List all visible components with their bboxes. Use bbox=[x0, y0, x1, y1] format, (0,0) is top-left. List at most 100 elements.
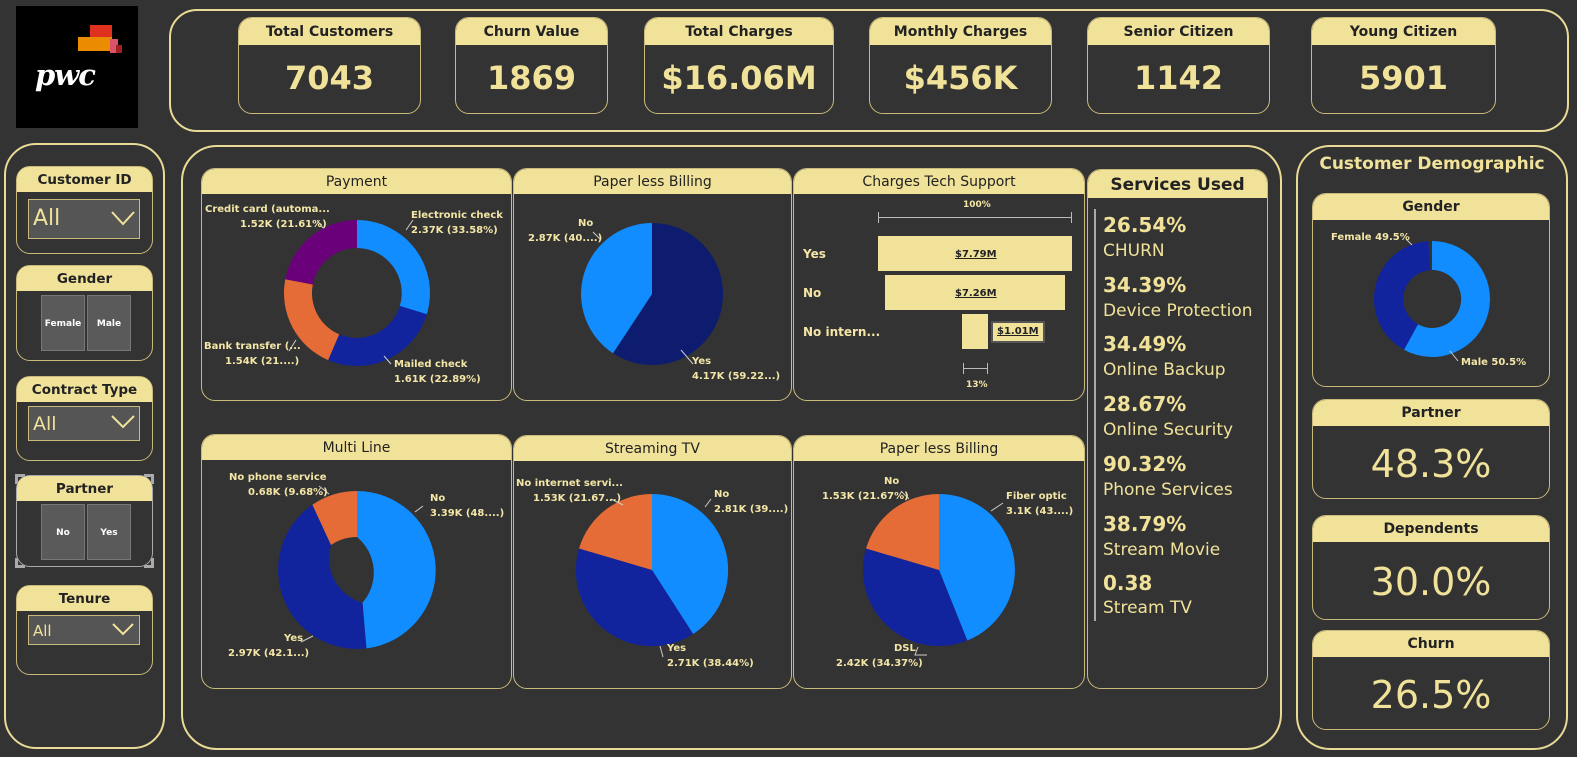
partner-option-no[interactable]: No bbox=[41, 504, 85, 560]
kpi-monthly-charges: Monthly Charges $456K bbox=[869, 17, 1052, 114]
gender-label-male: Male 50.5% bbox=[1461, 357, 1527, 368]
payment-slice-credit-card[interactable] bbox=[285, 220, 357, 285]
dropdown-value: All bbox=[33, 413, 57, 435]
internet-slice-dsl[interactable] bbox=[862, 548, 968, 647]
funnel-bar[interactable] bbox=[884, 275, 1066, 310]
pwc-logo: pwc bbox=[16, 6, 138, 128]
kpi-label: Total Charges bbox=[645, 18, 833, 45]
chevron-down-icon bbox=[111, 211, 135, 226]
chevron-down-icon bbox=[112, 623, 134, 636]
funnel-top-bracket bbox=[878, 217, 1072, 218]
payment-label-electronic-check: Electronic check bbox=[411, 210, 503, 221]
payment-slice-bank-transfer[interactable] bbox=[283, 279, 340, 361]
multiline-value-no-phone: 0.68K (9.68%) bbox=[248, 487, 328, 498]
multiline-chart-card: Multi Line bbox=[201, 434, 512, 689]
slicer-title: Partner bbox=[17, 476, 152, 501]
payment-slice-electronic-check[interactable] bbox=[357, 220, 430, 315]
contract-type-slicer: Contract Type All bbox=[16, 376, 153, 461]
leader-line bbox=[704, 498, 712, 508]
streaming-value-no-internet: 1.53K (21.67...) bbox=[533, 493, 622, 504]
funnel-bar[interactable] bbox=[878, 236, 1072, 271]
multiline-slice-yes[interactable] bbox=[278, 504, 367, 649]
customer-id-dropdown[interactable]: All bbox=[28, 199, 140, 239]
paperless-slice-no[interactable] bbox=[581, 223, 652, 354]
leader-line bbox=[414, 505, 424, 513]
tech-support-chart-card: Charges Tech Support bbox=[793, 168, 1085, 401]
gender-donut-chart[interactable] bbox=[1312, 193, 1550, 387]
service-label-online-security: Online Security bbox=[1103, 420, 1234, 440]
funnel-bracket-tick bbox=[1071, 212, 1072, 223]
tenure-slicer: Tenure All bbox=[16, 585, 153, 675]
funnel-bottom-percent: 13% bbox=[966, 380, 988, 390]
streaming-label-yes: Yes bbox=[667, 643, 687, 654]
gender-slice-female[interactable] bbox=[1373, 241, 1431, 350]
service-value-online-security: 28.67% bbox=[1103, 392, 1187, 416]
selection-corner[interactable] bbox=[144, 474, 154, 484]
slicer-title: Tenure bbox=[17, 586, 152, 611]
leader-line bbox=[383, 355, 392, 365]
streaming-label-no-internet: No internet servi... bbox=[516, 478, 623, 489]
payment-donut-chart[interactable] bbox=[201, 168, 512, 401]
partner-option-yes[interactable]: Yes bbox=[87, 504, 131, 560]
streaming-value-no: 2.81K (39....) bbox=[714, 504, 789, 515]
gender-slice-male[interactable] bbox=[1404, 241, 1490, 357]
streaming-slice-yes[interactable] bbox=[575, 548, 694, 647]
logo-block-orange bbox=[78, 37, 112, 51]
demographic-panel-frame bbox=[1296, 145, 1568, 750]
slicer-title: Gender bbox=[17, 266, 152, 291]
selection-corner[interactable] bbox=[144, 558, 154, 568]
funnel-label-yes: Yes bbox=[803, 247, 826, 261]
leader-line bbox=[288, 339, 297, 352]
dropdown-value: All bbox=[33, 206, 61, 231]
paperless-slice-yes[interactable] bbox=[613, 222, 724, 365]
selection-corner[interactable] bbox=[15, 474, 25, 484]
partner-card: Partner 48.3% bbox=[1312, 399, 1550, 499]
tenure-dropdown[interactable]: All bbox=[28, 615, 140, 645]
leader-line bbox=[680, 349, 694, 365]
payment-value-mailed-check: 1.61K (22.89%) bbox=[394, 374, 481, 385]
multiline-label-no-phone: No phone service bbox=[229, 472, 327, 483]
multiline-slice-no[interactable] bbox=[357, 491, 436, 649]
paperless-billing-chart-card: Paper less Billing bbox=[513, 168, 792, 401]
service-label-device-protection: Device Protection bbox=[1103, 301, 1253, 321]
chart-title: Streaming TV bbox=[514, 436, 791, 461]
multiline-value-yes: 2.97K (42.1...) bbox=[228, 648, 310, 659]
leader-line bbox=[914, 646, 927, 656]
multiline-donut-chart[interactable] bbox=[201, 434, 512, 689]
kpi-value: 7043 bbox=[284, 59, 375, 97]
internet-slice-no[interactable] bbox=[866, 493, 939, 570]
internet-value-no: 1.53K (21.67%) bbox=[822, 491, 909, 502]
internet-slice-fiber-optic[interactable] bbox=[939, 494, 1015, 641]
selection-corner[interactable] bbox=[15, 558, 25, 568]
streaming-value-yes: 2.71K (38.44%) bbox=[667, 658, 754, 669]
card-title: Churn bbox=[1313, 631, 1549, 657]
paperless-label-no: No bbox=[578, 218, 594, 229]
payment-label-bank-transfer: Bank transfer (... bbox=[204, 341, 301, 352]
contract-type-dropdown[interactable]: All bbox=[28, 406, 140, 441]
payment-value-bank-transfer: 1.54K (21....) bbox=[225, 356, 300, 367]
streaming-slice-no[interactable] bbox=[652, 493, 729, 634]
chart-title: Charges Tech Support bbox=[794, 169, 1084, 194]
internet-label-dsl: DSL bbox=[894, 643, 916, 654]
streaming-slice-no-internet[interactable] bbox=[579, 493, 652, 570]
paperless-billing-2-pie-chart[interactable] bbox=[793, 435, 1085, 689]
funnel-top-percent: 100% bbox=[963, 200, 991, 210]
logo-block-pink bbox=[110, 39, 118, 53]
kpi-total-charges: Total Charges $16.06M bbox=[644, 17, 834, 114]
streaming-tv-pie-chart[interactable] bbox=[513, 435, 792, 689]
services-used-title: Services Used bbox=[1088, 170, 1267, 198]
filter-panel-frame bbox=[4, 143, 165, 749]
kpi-label: Young Citizen bbox=[1312, 18, 1495, 45]
payment-slice-mailed-check[interactable] bbox=[328, 306, 427, 367]
leader-line bbox=[405, 219, 414, 231]
gender-option-male[interactable]: Male bbox=[87, 295, 131, 351]
leader-line bbox=[300, 635, 314, 643]
multiline-slice-no-phone[interactable] bbox=[312, 491, 357, 545]
payment-value-credit-card: 1.52K (21.61%) bbox=[240, 219, 327, 230]
funnel-bar[interactable] bbox=[962, 314, 988, 349]
paperless-billing-pie-chart[interactable] bbox=[513, 168, 792, 401]
churn-card: Churn 26.5% bbox=[1312, 630, 1550, 730]
services-used-card: Services Used bbox=[1087, 169, 1268, 689]
partner-value: 48.3% bbox=[1370, 442, 1492, 486]
gender-option-female[interactable]: Female bbox=[41, 295, 85, 351]
